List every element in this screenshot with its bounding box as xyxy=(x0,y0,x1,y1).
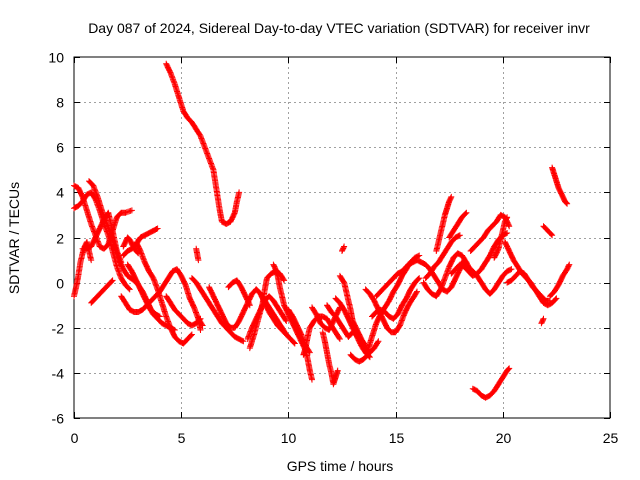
y-axis-label: SDTVAR / TECUs xyxy=(6,182,22,294)
y-tick-label: 6 xyxy=(56,140,64,156)
chart-title: Day 087 of 2024, Sidereal Day-to-day VTE… xyxy=(88,20,590,36)
sdtvar-chart: Day 087 of 2024, Sidereal Day-to-day VTE… xyxy=(0,0,640,480)
y-tick-label: 4 xyxy=(56,185,64,201)
y-tick-label: 8 xyxy=(56,95,64,111)
y-tick-label: 0 xyxy=(56,276,64,292)
x-axis-label: GPS time / hours xyxy=(287,458,394,474)
y-tick-label: -4 xyxy=(52,366,65,382)
x-tick-label: 25 xyxy=(603,430,619,446)
x-tick-label: 0 xyxy=(71,430,79,446)
y-tick-label: 10 xyxy=(48,50,64,66)
y-tick-label: -6 xyxy=(52,411,65,427)
x-tick-label: 15 xyxy=(389,430,405,446)
y-tick-label: -2 xyxy=(52,321,65,337)
x-tick-label: 20 xyxy=(496,430,512,446)
x-tick-label: 5 xyxy=(178,430,186,446)
y-tick-label: 2 xyxy=(56,231,64,247)
x-tick-label: 10 xyxy=(281,430,297,446)
